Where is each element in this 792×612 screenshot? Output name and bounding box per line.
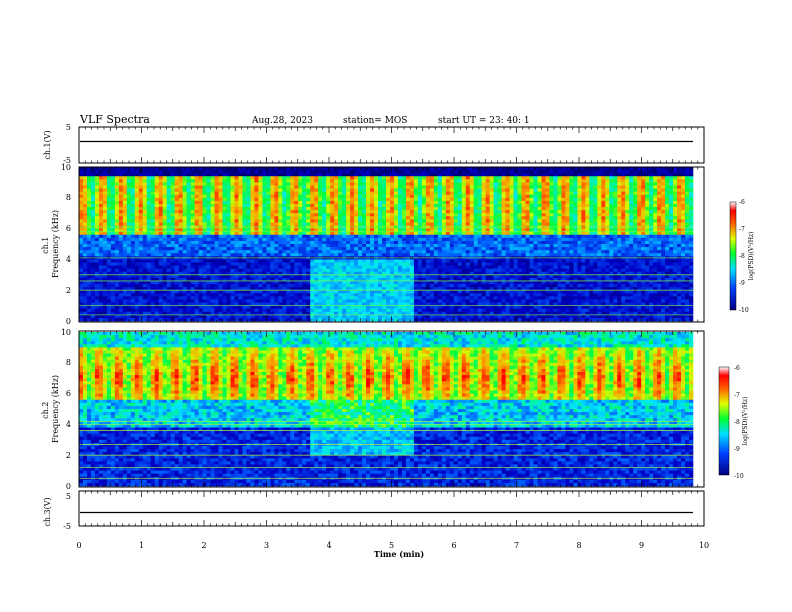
x-tick-label: 5 bbox=[389, 541, 394, 550]
ch2-cb-tick-m6: -6 bbox=[734, 365, 740, 372]
ch1-freq-tick-0: 0 bbox=[66, 317, 71, 326]
ch1-spectrogram-panel: 0 2 4 6 8 10 ch.1 Frequency (kHz) -6 -7 … bbox=[41, 163, 755, 326]
ch1-ytick-top: 5 bbox=[66, 123, 71, 132]
ch3-waveform-panel: 5 -5 ch.3(V) bbox=[43, 490, 705, 531]
ch2-cb-tick-m10: -10 bbox=[734, 473, 744, 480]
ch1-freq-tick-8: 8 bbox=[66, 193, 71, 202]
x-tick-label: 2 bbox=[201, 541, 206, 550]
ch2-cb-tick-m7: -7 bbox=[734, 392, 740, 399]
ch1-spectrogram-image bbox=[79, 167, 694, 322]
x-tick-label: 8 bbox=[576, 541, 581, 550]
ch2-freq-tick-0: 0 bbox=[66, 482, 71, 491]
ch3-waveform-ylabel: ch.3(V) bbox=[43, 497, 52, 526]
ch1-ylabel-line2: Frequency (kHz) bbox=[51, 210, 60, 278]
ch3-ytick-bottom: -5 bbox=[63, 522, 71, 531]
x-tick-label: 10 bbox=[699, 541, 709, 550]
station-label: station= MOS bbox=[343, 116, 407, 126]
x-tick-label: 0 bbox=[76, 541, 81, 550]
ch1-cb-tick-m8: -8 bbox=[739, 253, 745, 260]
ch1-cb-tick-m10: -10 bbox=[739, 307, 749, 314]
ch2-cb-tick-m9: -9 bbox=[734, 446, 740, 453]
ch1-cb-tick-m9: -9 bbox=[739, 280, 745, 287]
ch1-cb-tick-m7: -7 bbox=[739, 226, 745, 233]
ch2-cb-tick-m8: -8 bbox=[734, 419, 740, 426]
time-ticks bbox=[78, 127, 705, 526]
ch1-freq-tick-6: 6 bbox=[66, 224, 71, 233]
ch1-waveform-ylabel: ch.1(V) bbox=[43, 130, 52, 159]
x-axis: 0 1 2 3 4 5 6 7 8 9 10 bbox=[76, 541, 709, 550]
figure-title: VLF Spectra bbox=[79, 113, 150, 126]
ch2-spectrogram-panel: 0 2 4 6 8 10 ch.2 Frequency (kHz) -6 -7 … bbox=[41, 328, 749, 491]
x-tick-label: 3 bbox=[264, 541, 269, 550]
ch2-colorbar bbox=[718, 366, 730, 476]
ch2-freq-tick-4: 4 bbox=[66, 420, 71, 429]
ch1-ytick-bottom: -5 bbox=[63, 156, 71, 165]
ch1-spectrogram-ylabel: ch.1 Frequency (kHz) bbox=[41, 210, 60, 278]
ch2-freq-tick-10: 10 bbox=[61, 328, 71, 337]
ch1-colorbar-label: log(PSD)(V²/Hz) bbox=[748, 232, 755, 281]
ch2-spectrogram-image bbox=[79, 332, 694, 487]
ch2-freq-tick-6: 6 bbox=[66, 389, 71, 398]
x-tick-label: 1 bbox=[139, 541, 144, 550]
ch1-ylabel-line1: ch.1 bbox=[41, 237, 50, 254]
x-tick-label: 6 bbox=[451, 541, 456, 550]
ch1-freq-tick-10: 10 bbox=[61, 163, 71, 172]
ch1-freq-tick-2: 2 bbox=[66, 286, 71, 295]
date-label: Aug.28, 2023 bbox=[251, 116, 313, 126]
ch2-freq-tick-8: 8 bbox=[66, 358, 71, 367]
ch2-ylabel-line2: Frequency (kHz) bbox=[51, 375, 60, 443]
start-time-label: start UT = 23: 40: 1 bbox=[438, 116, 530, 126]
ch1-freq-tick-4: 4 bbox=[66, 255, 71, 264]
ch2-ylabel-line1: ch.2 bbox=[41, 402, 50, 419]
ch3-ytick-top: 5 bbox=[66, 492, 71, 501]
ch1-cb-tick-m6: -6 bbox=[739, 199, 745, 206]
x-axis-label: Time (min) bbox=[374, 549, 424, 559]
ch1-waveform-panel: 5 -5 ch.1(V) bbox=[43, 123, 705, 165]
x-tick-label: 7 bbox=[514, 541, 519, 550]
ch2-freq-tick-2: 2 bbox=[66, 451, 71, 460]
ch1-colorbar bbox=[729, 201, 737, 311]
x-tick-label: 9 bbox=[639, 541, 644, 550]
ch2-colorbar-label: log(PSD)(V²/Hz) bbox=[742, 397, 749, 446]
ch2-spectrogram-ylabel: ch.2 Frequency (kHz) bbox=[41, 375, 60, 443]
x-tick-label: 4 bbox=[326, 541, 331, 550]
